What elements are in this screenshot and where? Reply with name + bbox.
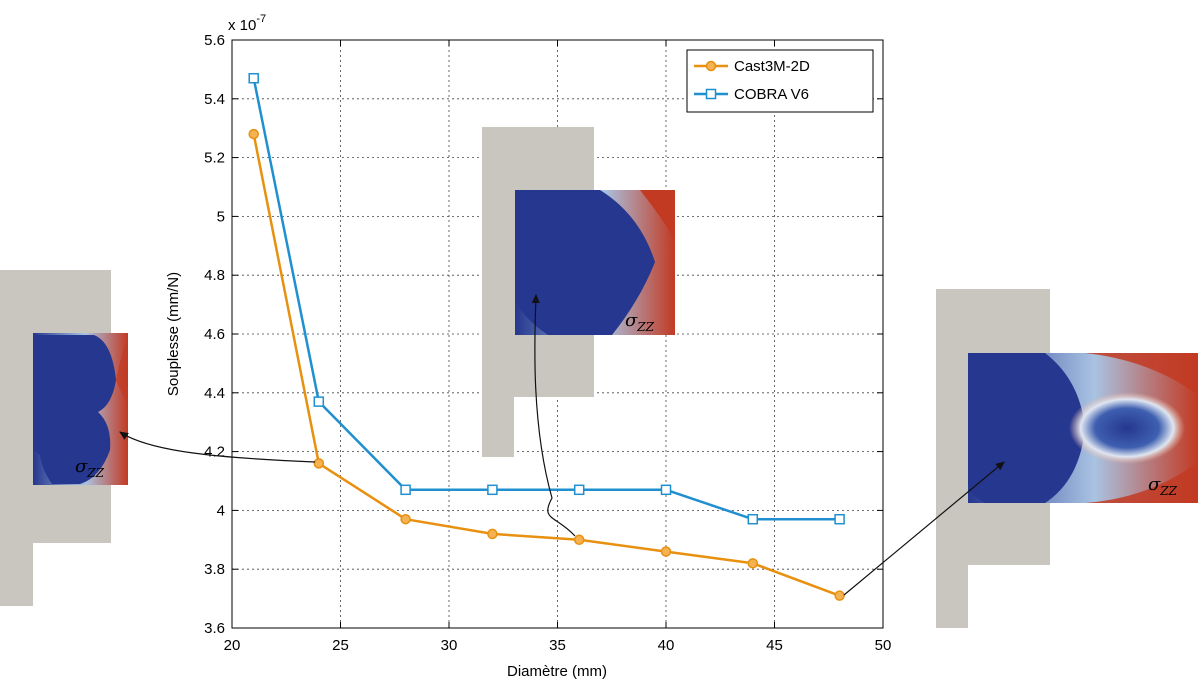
- series-line: [252, 77, 840, 521]
- inset-middle-stress-core: [515, 190, 655, 335]
- data-point: [313, 396, 325, 407]
- inset-right-sigma: σ: [1148, 474, 1161, 495]
- legend-label-cobra: COBRA V6: [734, 86, 809, 103]
- inset-left-sigma: σ: [75, 456, 88, 477]
- data-point: [573, 534, 585, 546]
- data-point: [834, 513, 845, 525]
- y-tick-label: 5: [217, 208, 225, 225]
- callout-arrow-middle: [531, 294, 576, 537]
- y-exponent-label: x 10-7: [228, 13, 266, 34]
- x-tick-label: 25: [332, 637, 349, 654]
- y-tick-label: 4.8: [204, 267, 225, 284]
- inset-middle: σZZ: [482, 127, 675, 457]
- data-point: [313, 458, 325, 469]
- y-axis-ticks: 3.6 3.8 4 4.2 4.4 4.6 4.8 5 5.2 5.4 5.6: [204, 32, 883, 637]
- inset-middle-sigma-label: σZZ: [625, 310, 655, 334]
- inset-left-stress-core: [33, 335, 116, 484]
- x-tick-label: 35: [549, 637, 566, 654]
- callout-arrow-left: [119, 431, 316, 463]
- legend-box: [686, 49, 874, 113]
- y-tick-label: 4.4: [204, 385, 225, 402]
- data-point: [747, 558, 759, 569]
- inset-right-sigma-sub: ZZ: [1159, 484, 1177, 498]
- data-point: [573, 484, 585, 496]
- inset-middle-sigma-sub: ZZ: [636, 320, 654, 334]
- inset-left-stress-edge: [116, 340, 128, 405]
- inset-right-stress-top: [1085, 353, 1198, 395]
- data-point: [248, 128, 259, 140]
- y-exponent-base: x 10: [228, 17, 256, 34]
- legend-marker-cobra: [705, 88, 717, 100]
- y-tick-label: 4.6: [204, 326, 225, 343]
- x-tick-label: 50: [875, 637, 892, 654]
- data-point: [660, 484, 672, 496]
- y-tick-label: 5.2: [204, 150, 225, 167]
- y-tick-label: 5.4: [204, 91, 225, 108]
- legend-label-cast3m: Cast3M-2D: [734, 58, 810, 75]
- inset-middle-sigma: σ: [625, 310, 638, 331]
- series-layer: [248, 72, 845, 601]
- inset-right-stress-bottom: [1085, 462, 1198, 503]
- data-point: [400, 513, 411, 525]
- callout-arrow-right: [843, 461, 1005, 596]
- y-exponent-power: -7: [256, 13, 266, 25]
- series-cast3m-2d: [248, 128, 845, 601]
- data-point: [248, 72, 259, 84]
- y-tick-label: 5.6: [204, 32, 225, 49]
- y-tick-label: 4.2: [204, 444, 225, 461]
- data-point: [834, 590, 845, 601]
- y-tick-label: 3.6: [204, 620, 225, 637]
- legend-marker-cast3m: [705, 60, 717, 72]
- inset-left-sigma-label: σZZ: [75, 456, 105, 480]
- series-line: [252, 133, 841, 597]
- y-tick-label: 4: [217, 502, 225, 519]
- x-tick-label: 40: [658, 637, 675, 654]
- x-tick-label: 30: [441, 637, 458, 654]
- y-tick-label: 3.8: [204, 561, 225, 578]
- data-point: [660, 546, 672, 557]
- inset-right: σZZ: [936, 289, 1198, 628]
- data-point: [487, 528, 498, 540]
- series-cobra-v6: [248, 72, 845, 525]
- data-point: [747, 513, 759, 525]
- x-axis-ticks: 20 25 30 35 40 45 50: [224, 40, 892, 654]
- x-tick-label: 45: [766, 637, 783, 654]
- x-axis-label: Diamètre (mm): [507, 663, 607, 680]
- data-point: [487, 484, 498, 496]
- inset-middle-stress-corner: [640, 190, 675, 240]
- inset-left: σZZ: [0, 270, 128, 606]
- inset-right-sigma-label: σZZ: [1148, 474, 1178, 498]
- y-axis-label: Souplesse (mm/N): [165, 272, 182, 396]
- data-point: [400, 484, 411, 496]
- inset-left-sigma-sub: ZZ: [86, 466, 104, 480]
- inset-right-stress-hole: [1069, 392, 1185, 464]
- x-tick-label: 20: [224, 637, 241, 654]
- legend: Cast3M-2D COBRA V6: [686, 49, 874, 113]
